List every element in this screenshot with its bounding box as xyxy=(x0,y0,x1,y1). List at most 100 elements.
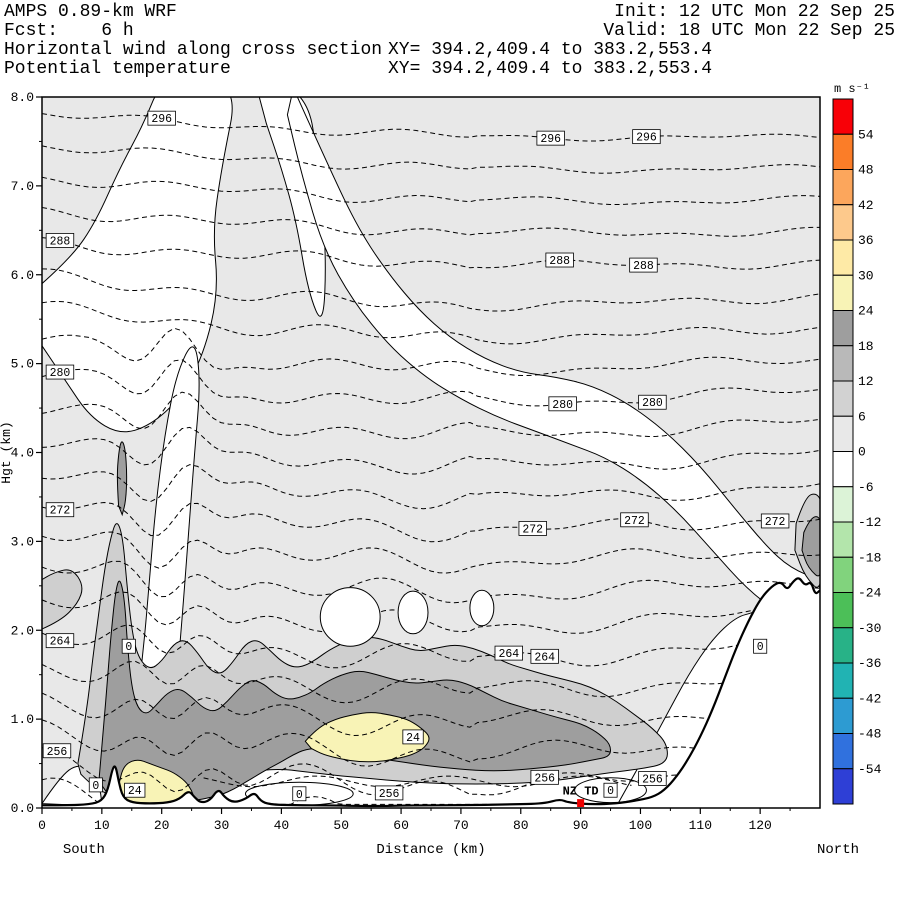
darkgray-band xyxy=(98,580,612,804)
x-tick-label: 20 xyxy=(154,818,170,833)
x-tick-label: 30 xyxy=(214,818,230,833)
svg-text:0: 0 xyxy=(757,641,764,654)
yellow-mid-core xyxy=(304,712,430,763)
init-time: Init: 12 UTC Mon 22 Sep 25 xyxy=(614,2,895,22)
colorbar-block xyxy=(832,697,854,734)
colorbar-tick-label: -30 xyxy=(858,621,881,636)
colorbar-block xyxy=(832,627,854,664)
header-row-4: Potential temperature XY= 394.2,409.4 to… xyxy=(0,60,900,79)
colorbar-tick-label: 0 xyxy=(858,445,866,460)
darkgray-upper-blob xyxy=(116,441,128,517)
colorbar-block xyxy=(832,662,854,699)
svg-text:272: 272 xyxy=(50,505,71,518)
y-tick-label: 0.0 xyxy=(11,801,34,816)
valid-time: Valid: 18 UTC Mon 22 Sep 25 xyxy=(603,21,895,41)
svg-text:280: 280 xyxy=(552,399,573,412)
x-tick-label: 50 xyxy=(333,818,349,833)
colorbar-tick-label: -42 xyxy=(858,691,881,706)
x-tick-label: 80 xyxy=(513,818,529,833)
svg-text:272: 272 xyxy=(624,515,645,528)
svg-text:280: 280 xyxy=(642,397,663,410)
x-tick-label: 10 xyxy=(94,818,110,833)
svg-text:0: 0 xyxy=(92,780,99,793)
colorbar-block xyxy=(832,733,854,770)
x-tick-label: 90 xyxy=(573,818,589,833)
white-diagonal-band xyxy=(286,97,820,626)
colorbar-block xyxy=(832,133,854,170)
white-oval-2 xyxy=(397,590,429,635)
colorbar-tick-label: -6 xyxy=(858,480,874,495)
colorbar-tick-label: -24 xyxy=(858,586,882,601)
y-tick-label: 5.0 xyxy=(11,357,34,372)
colorbar-block xyxy=(832,556,854,593)
svg-text:0: 0 xyxy=(607,785,614,798)
colorbar-tick-label: 18 xyxy=(858,339,874,354)
svg-text:272: 272 xyxy=(522,523,543,536)
station-marker xyxy=(577,799,585,807)
colorbar-tick-label: -48 xyxy=(858,727,881,742)
contour-labels: 296 296 296 288 288 288 280 280 280 272 272 272 272 2… xyxy=(42,110,790,802)
gray-left-edge xyxy=(42,569,83,630)
colorbar-block xyxy=(832,239,854,276)
white-oval-1 xyxy=(319,587,381,647)
y-tick-label: 3.0 xyxy=(11,534,34,549)
field1-xy-range: XY= 394.2,409.4 to 383.2,553.4 xyxy=(388,40,713,60)
x-tick-label: 40 xyxy=(274,818,290,833)
model-name: AMPS 0.89-km WRF xyxy=(4,2,177,22)
svg-text:288: 288 xyxy=(50,235,71,248)
header-row-3: Horizontal wind along cross section XY= … xyxy=(0,41,900,60)
colorbar-block xyxy=(832,345,854,382)
station-label: NZ TD xyxy=(563,784,599,798)
colorbar-tick-label: -36 xyxy=(858,656,881,671)
field2-xy-range: XY= 394.2,409.4 to 383.2,553.4 xyxy=(388,59,713,79)
north-label: North xyxy=(817,842,859,858)
svg-text:272: 272 xyxy=(765,516,786,529)
contour-info-theta: CONTOURS: UNITS=K LOW= 250.00 HIGH= 408.… xyxy=(0,898,900,900)
svg-text:256: 256 xyxy=(534,772,555,785)
y-tick-label: 1.0 xyxy=(11,712,34,727)
colorbar-block xyxy=(832,169,854,206)
colorbar-block xyxy=(832,204,854,241)
colorbar-tick-label: -54 xyxy=(858,762,882,777)
colorbar-tick-label: 36 xyxy=(858,233,874,248)
axes: 0 10 20 30 40 50 60 70 80 90 100 110 120 0.0 1.0 2.0 3.0… xyxy=(0,90,859,858)
x-axis-title: Distance (km) xyxy=(376,842,485,858)
colorbar-block xyxy=(832,310,854,347)
forecast-hour: Fcst: 6 h xyxy=(4,21,134,41)
field2-label: Potential temperature xyxy=(4,59,231,79)
colorbar-block xyxy=(832,380,854,417)
colorbar-tick-label: 48 xyxy=(858,163,874,178)
colorbar-tick-label: 30 xyxy=(858,268,874,283)
y-tick-label: 8.0 xyxy=(11,90,34,105)
y-axis-title: Hgt (km) xyxy=(0,421,14,483)
theta-contours xyxy=(42,113,820,805)
colorbar-block xyxy=(832,415,854,452)
svg-text:280: 280 xyxy=(50,367,71,380)
white-upper-left xyxy=(42,97,233,433)
field1-label: Horizontal wind along cross section xyxy=(4,40,383,60)
darkgray-right-edge xyxy=(801,516,820,577)
y-tick-label: 4.0 xyxy=(11,446,34,461)
colorbar-tick-label: 54 xyxy=(858,127,874,142)
svg-text:288: 288 xyxy=(549,255,570,268)
svg-text:296: 296 xyxy=(636,132,657,145)
svg-text:0: 0 xyxy=(296,789,303,802)
svg-text:256: 256 xyxy=(642,773,663,786)
contour-info: CONTOURS: UNITS=K LOW= 250.00 HIGH= 408.… xyxy=(0,864,900,900)
colorbar-block xyxy=(832,98,854,135)
svg-text:24: 24 xyxy=(406,732,420,745)
colorbar-title: m s⁻¹ xyxy=(834,82,870,96)
x-tick-label: 100 xyxy=(629,818,652,833)
colorbar-tick-label: -12 xyxy=(858,515,881,530)
colorbar-block xyxy=(832,274,854,311)
colorbar: 54 48 42 36 30 24 18 12 6 0 -6 -12 -18 -24 -30 -36 -42 -4… xyxy=(832,82,882,805)
colorbar-tick-label: 42 xyxy=(858,198,874,213)
svg-text:288: 288 xyxy=(633,260,654,273)
cross-section-plot: 296 296 296 288 288 288 280 280 280 272 272 272 272 2… xyxy=(0,82,882,858)
colorbar-block xyxy=(832,486,854,523)
svg-text:256: 256 xyxy=(47,746,68,759)
header-row-1: AMPS 0.89-km WRF Init: 12 UTC Mon 22 Sep… xyxy=(0,3,900,22)
x-tick-label: 0 xyxy=(38,818,46,833)
south-label: South xyxy=(63,842,105,858)
